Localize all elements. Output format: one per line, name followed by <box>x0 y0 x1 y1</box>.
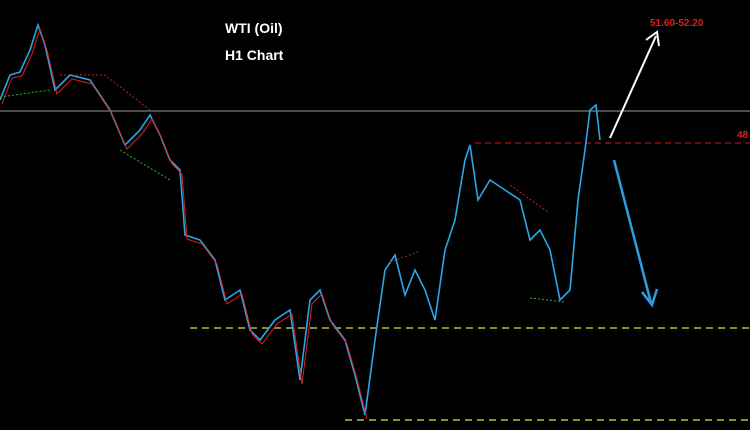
down-arrow-head <box>641 288 659 308</box>
target-label: 51.60-52.20 <box>650 18 704 29</box>
trend-line <box>529 297 566 303</box>
down-arrow <box>612 159 653 304</box>
trend-line <box>389 251 419 263</box>
up-arrow <box>609 35 657 139</box>
up-arrow-head <box>645 30 660 47</box>
price-path <box>0 22 601 416</box>
trend-line <box>119 149 171 181</box>
trend-line <box>60 74 151 111</box>
trend-line <box>0 89 51 98</box>
chart-title: WTI (Oil) <box>225 20 283 36</box>
level-label: 48 <box>737 130 749 141</box>
chart-subtitle: H1 Chart <box>225 47 284 63</box>
price-path-red <box>1 27 368 420</box>
